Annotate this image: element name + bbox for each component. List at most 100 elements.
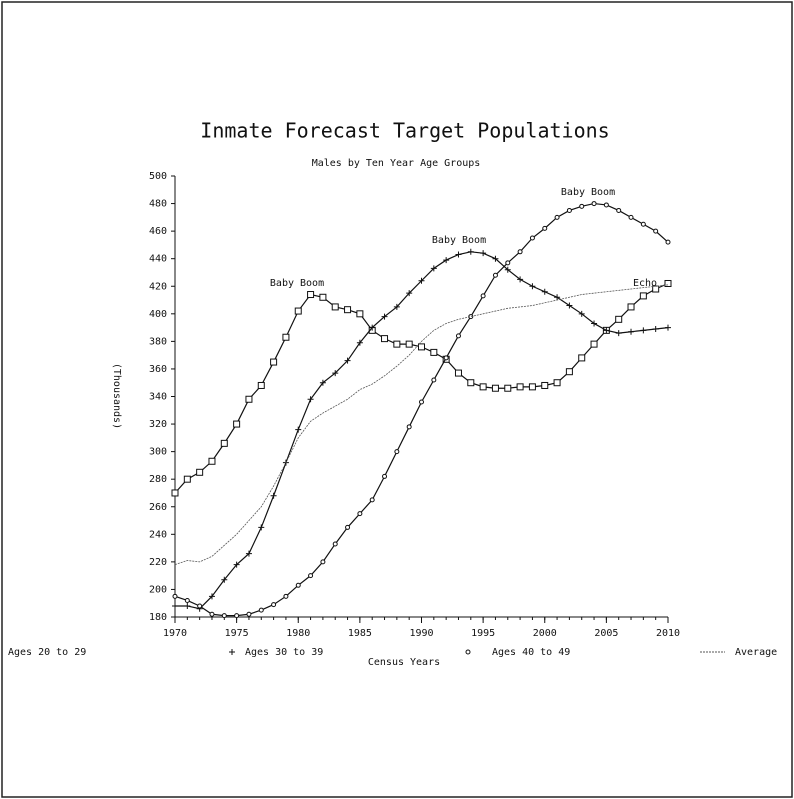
- point: [529, 283, 536, 290]
- point: [258, 524, 265, 531]
- legend-swatch: [465, 649, 471, 655]
- point: [454, 369, 462, 377]
- point: [208, 593, 215, 600]
- point: [294, 307, 302, 315]
- point: [591, 201, 597, 207]
- point: [616, 207, 622, 213]
- point: [443, 355, 449, 361]
- point: [505, 260, 511, 266]
- x-tick-label: 2005: [594, 628, 618, 639]
- point: [517, 249, 523, 255]
- point: [590, 340, 598, 348]
- point: [233, 561, 240, 568]
- point: [639, 292, 647, 300]
- annotation: Baby Boom: [561, 187, 615, 198]
- y-tick-label: 260: [149, 502, 167, 513]
- point: [393, 303, 400, 310]
- point: [591, 320, 598, 327]
- chart-title: Inmate Forecast Target Populations: [200, 119, 609, 143]
- point: [603, 327, 610, 334]
- x-tick-label: 1970: [163, 628, 187, 639]
- point: [307, 396, 314, 403]
- y-tick-label: 280: [149, 474, 167, 485]
- point: [578, 310, 585, 317]
- point: [234, 613, 240, 619]
- point: [491, 384, 499, 392]
- point: [270, 492, 277, 499]
- point: [308, 573, 314, 579]
- point: [553, 379, 561, 387]
- y-tick-label: 360: [149, 364, 167, 375]
- point: [529, 235, 535, 241]
- point: [356, 310, 364, 318]
- point: [221, 613, 227, 619]
- point: [405, 340, 413, 348]
- point: [517, 276, 524, 283]
- point: [183, 475, 191, 483]
- point: [468, 314, 474, 320]
- point: [653, 228, 659, 234]
- point: [467, 248, 474, 255]
- point: [196, 468, 204, 476]
- point: [554, 294, 561, 301]
- point: [220, 439, 228, 447]
- point: [628, 214, 634, 220]
- point: [615, 315, 623, 323]
- point: [492, 272, 498, 278]
- y-tick-label: 220: [149, 557, 167, 568]
- point: [345, 524, 351, 530]
- point: [295, 582, 301, 588]
- x-tick-label: 2010: [656, 628, 680, 639]
- point: [406, 290, 413, 297]
- point: [184, 602, 191, 609]
- point: [455, 333, 461, 339]
- y-tick-label: 480: [149, 199, 167, 210]
- legend-swatch: [229, 649, 235, 655]
- point: [283, 593, 289, 599]
- point: [171, 489, 179, 497]
- point: [172, 593, 178, 599]
- point: [566, 302, 573, 309]
- legend-label: Average: [735, 647, 777, 658]
- point: [381, 335, 389, 343]
- x-tick-label: 2000: [533, 628, 557, 639]
- point: [209, 611, 215, 617]
- point: [331, 303, 339, 311]
- point: [467, 379, 475, 387]
- x-tick-label: 1985: [348, 628, 372, 639]
- point: [615, 330, 622, 337]
- y-tick-label: 300: [149, 447, 167, 458]
- annotation: Baby Boom: [270, 278, 324, 289]
- x-tick-label: 1980: [286, 628, 310, 639]
- y-tick-label: 180: [149, 612, 167, 623]
- point: [369, 324, 376, 331]
- point: [332, 541, 338, 547]
- point: [246, 611, 252, 617]
- point: [307, 291, 315, 299]
- y-tick-label: 380: [149, 336, 167, 347]
- x-tick-label: 1990: [409, 628, 433, 639]
- point: [430, 265, 437, 272]
- point: [479, 383, 487, 391]
- legend-label: Ages 20 to 29: [8, 647, 86, 658]
- point: [394, 449, 400, 455]
- point: [578, 354, 586, 362]
- point: [197, 603, 203, 609]
- point: [271, 602, 277, 608]
- point: [418, 277, 425, 284]
- point: [344, 306, 352, 314]
- point: [554, 214, 560, 220]
- point: [652, 325, 659, 332]
- point: [270, 358, 278, 366]
- series-line: [174, 282, 669, 494]
- point: [393, 340, 401, 348]
- point: [208, 457, 216, 465]
- point: [245, 550, 252, 557]
- x-tick-label: 1995: [471, 628, 495, 639]
- point: [492, 255, 499, 262]
- point: [628, 328, 635, 335]
- point: [640, 221, 646, 227]
- annotation: Baby Boom: [432, 235, 486, 246]
- point: [221, 576, 228, 583]
